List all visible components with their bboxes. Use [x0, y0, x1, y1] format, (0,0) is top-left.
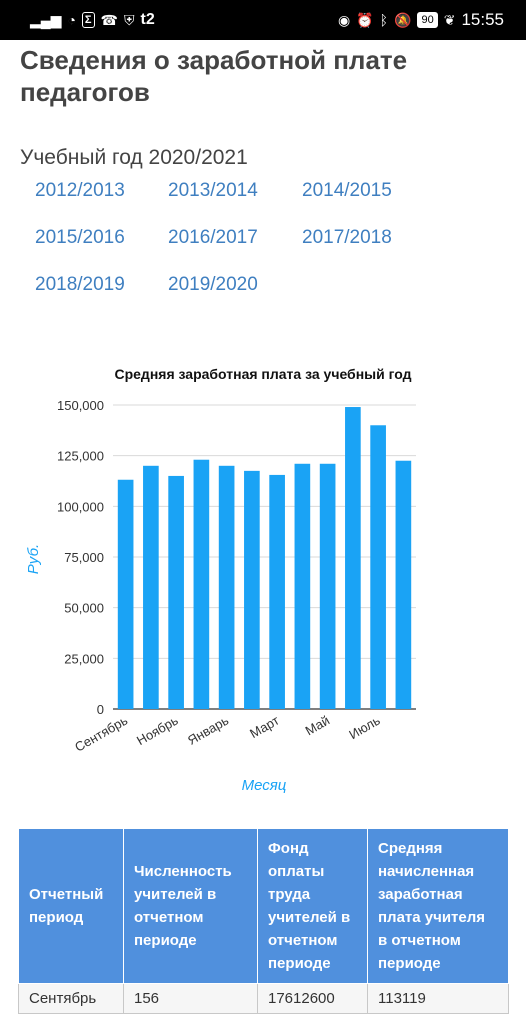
bell-off-icon: 🔕 — [394, 12, 412, 28]
chart-title: Средняя заработная плата за учебный год — [114, 366, 411, 382]
page-title: Сведения о заработной плате педагогов — [20, 45, 408, 107]
year-link-2013-2014[interactable]: 2013/2014 — [168, 180, 258, 201]
bar-5 — [218, 465, 235, 709]
year-link-2017-2018[interactable]: 2017/2018 — [302, 227, 392, 248]
data-table: Отчетный период Численность учителей в о… — [18, 828, 509, 1014]
bar-7 — [269, 474, 285, 709]
bar-10 — [345, 407, 361, 709]
x-tick-labels: Сентябрь Ноябрь Январь Март Май Июль — [72, 712, 383, 754]
x-tick-label: Ноябрь — [134, 712, 181, 748]
chart-svg: Средняя заработная плата за учебный год … — [25, 366, 416, 794]
carrier-label: t2 — [140, 11, 155, 28]
bar-8 — [294, 463, 311, 709]
bluetooth-icon: ᛒ — [379, 12, 389, 28]
x-tick-label: Май — [303, 713, 333, 739]
leaf-icon: ❦ — [443, 12, 456, 28]
bar-6 — [244, 470, 260, 709]
sigma-icon: Σ — [81, 12, 95, 28]
year-link-2014-2015[interactable]: 2014/2015 — [302, 180, 392, 201]
bar-1 — [117, 479, 134, 709]
x-tick-label: Сентябрь — [72, 712, 130, 754]
x-tick-label: Июль — [346, 712, 382, 742]
bar-4 — [193, 459, 210, 709]
column-header-payroll: Фонд оплаты труда учителей в отчетном пе… — [257, 828, 368, 984]
current-year-label: Учебный год 2020/2021 — [20, 146, 248, 169]
bar-12 — [395, 460, 412, 709]
y-axis-label: Руб. — [25, 544, 42, 574]
bar-3 — [168, 475, 184, 709]
cell-teachers: 156 — [123, 983, 258, 1014]
wifi-icon: ◔ — [67, 12, 76, 28]
cell-avg-salary: 113119 — [367, 983, 509, 1014]
column-header-avg-salary: Средняя начисленная заработная плата учи… — [367, 828, 509, 984]
alarm-icon: ⏰ — [356, 12, 374, 28]
shield-icon: ⛨ — [123, 12, 135, 28]
y-tick-label: 0 — [97, 702, 104, 717]
year-link-2019-2020[interactable]: 2019/2020 — [168, 274, 258, 295]
year-link-2012-2013[interactable]: 2012/2013 — [35, 180, 125, 201]
y-tick-label: 50,000 — [64, 601, 104, 616]
clock: 15:55 — [461, 10, 504, 29]
chart-grid — [113, 404, 416, 710]
y-tick-label: 100,000 — [57, 499, 104, 514]
y-tick-label: 25,000 — [64, 651, 104, 666]
cell-payroll: 17612600 — [257, 983, 368, 1014]
year-link-2015-2016[interactable]: 2015/2016 — [35, 227, 125, 248]
table-row: Сентябрь 156 17612600 113119 — [18, 983, 509, 1014]
eye-icon: ◉ — [337, 12, 351, 28]
x-tick-label: Март — [247, 713, 281, 742]
bar-9 — [319, 463, 336, 709]
salary-chart: Средняя заработная плата за учебный год … — [0, 350, 526, 810]
cell-period: Сентябрь — [18, 983, 124, 1014]
y-tick-labels: 0 25,000 50,000 75,000 100,000 125,000 150,000 — [57, 398, 104, 717]
signal-icon: ▂▄▆ — [30, 12, 62, 28]
salary-table: Отчетный период Численность учителей в о… — [18, 828, 509, 1014]
y-tick-label: 125,000 — [57, 449, 104, 464]
status-bar: ▂▄▆ ◔ Σ ☎ ⛨ t2 ◉ ⏰ ᛒ 🔕 90 ❦ 15:55 — [0, 0, 526, 40]
chart-bars — [117, 407, 412, 709]
x-axis-label: Месяц — [242, 777, 287, 794]
phone-icon: ☎ — [100, 12, 118, 28]
status-left: ▂▄▆ ◔ Σ ☎ ⛨ t2 — [30, 10, 155, 30]
battery-indicator: 90 — [417, 12, 438, 28]
table-header-row: Отчетный период Численность учителей в о… — [18, 828, 509, 984]
year-link-2016-2017[interactable]: 2016/2017 — [168, 227, 258, 248]
x-tick-label: Январь — [185, 712, 231, 747]
bar-2 — [143, 465, 159, 709]
y-tick-label: 75,000 — [64, 550, 104, 565]
y-tick-label: 150,000 — [57, 398, 104, 413]
status-right: ◉ ⏰ ᛒ 🔕 90 ❦ 15:55 — [338, 10, 504, 30]
year-link-2018-2019[interactable]: 2018/2019 — [35, 274, 125, 295]
column-header-period: Отчетный период — [18, 828, 124, 984]
bar-11 — [370, 425, 386, 709]
column-header-teachers: Численность учителей в отчетном периоде — [123, 828, 258, 984]
